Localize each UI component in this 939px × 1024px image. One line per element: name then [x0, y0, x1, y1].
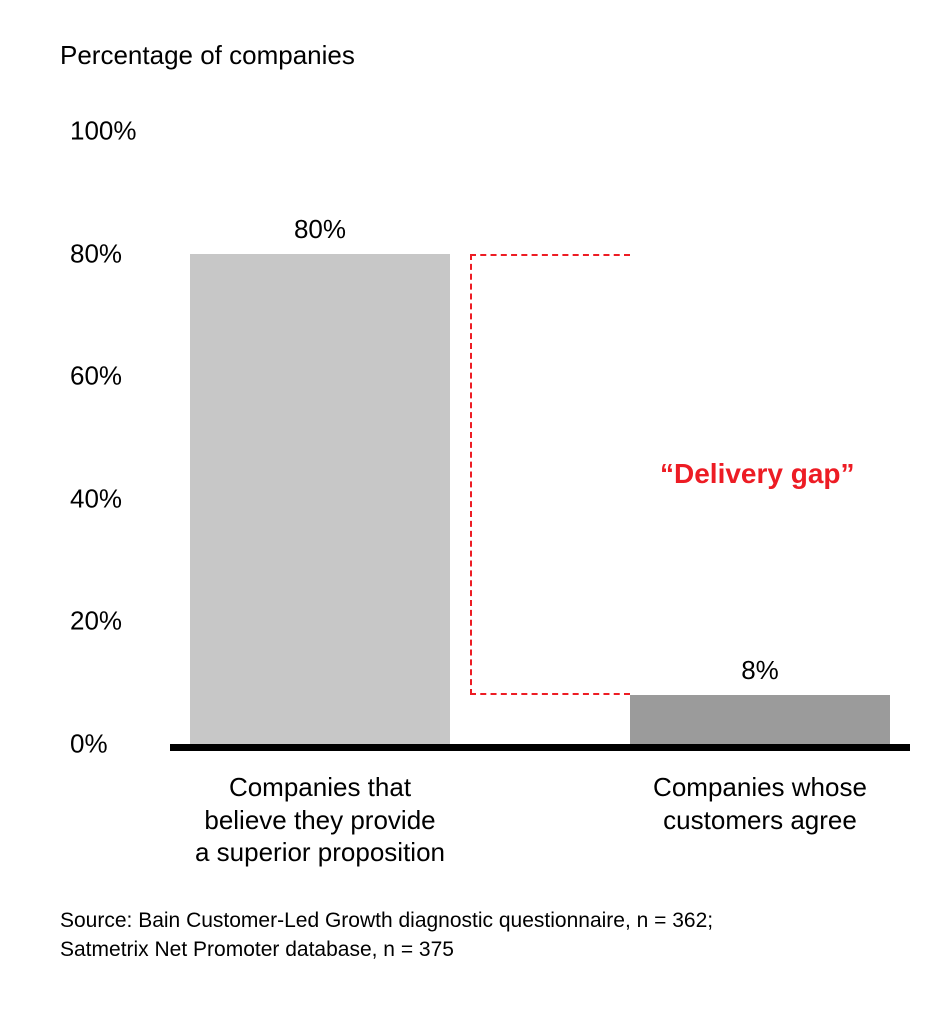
bar-value-label: 80%: [190, 214, 450, 245]
y-tick-label: 20%: [70, 606, 122, 637]
x-axis-baseline: [170, 744, 910, 751]
bar: 80%: [190, 254, 450, 744]
delivery-gap-label: “Delivery gap”: [660, 458, 855, 490]
plot-area: 80% 8% “Delivery gap”: [170, 131, 890, 751]
bar-x-label: Companies whosecustomers agree: [630, 771, 890, 836]
bar-value-label: 8%: [630, 655, 890, 686]
source-note: Source: Bain Customer-Led Growth diagnos…: [60, 907, 713, 964]
y-tick-label: 60%: [70, 361, 122, 392]
chart-title: Percentage of companies: [60, 40, 879, 71]
source-line-2: Satmetrix Net Promoter database, n = 375: [60, 938, 454, 961]
y-tick-label: 40%: [70, 483, 122, 514]
bar: 8%: [630, 695, 890, 744]
y-tick-label: 0%: [70, 729, 108, 760]
delivery-gap-bracket: [470, 254, 630, 695]
bar-x-label: Companies thatbelieve they providea supe…: [190, 771, 450, 869]
x-axis-labels: Companies thatbelieve they providea supe…: [170, 751, 939, 891]
source-line-1: Source: Bain Customer-Led Growth diagnos…: [60, 909, 713, 932]
y-tick-label: 80%: [70, 238, 122, 269]
chart-page: Percentage of companies 0% 20% 40% 60% 80% 10…: [0, 0, 939, 1024]
y-tick-label: 100%: [70, 116, 137, 147]
chart-area: 0%20%40%60%80%100% 80%8% “Delivery gap”: [70, 131, 890, 751]
